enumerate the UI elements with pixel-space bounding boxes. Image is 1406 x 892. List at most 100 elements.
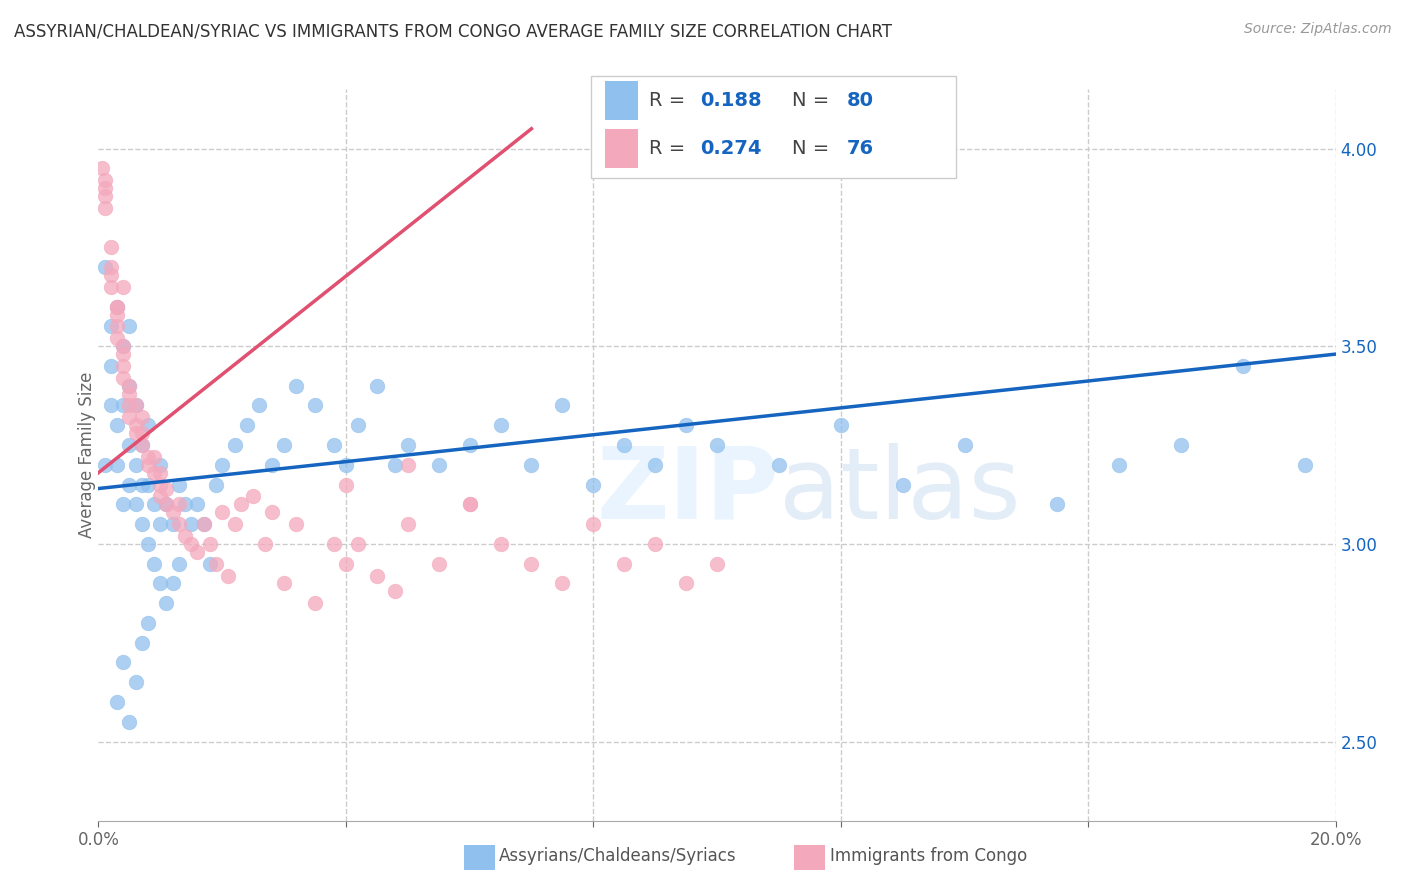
Point xyxy=(953,438,976,452)
Point xyxy=(143,466,166,480)
Point xyxy=(366,568,388,582)
Point xyxy=(675,418,697,433)
Point xyxy=(100,240,122,254)
Point xyxy=(304,596,326,610)
Text: N =: N = xyxy=(792,139,835,158)
Point xyxy=(93,458,115,472)
Point xyxy=(551,399,574,413)
Point xyxy=(830,418,852,433)
Point xyxy=(211,505,233,519)
Text: 0.188: 0.188 xyxy=(700,91,762,110)
Text: 76: 76 xyxy=(846,139,873,158)
Point xyxy=(224,517,246,532)
Point xyxy=(93,181,115,195)
Point xyxy=(285,517,308,532)
Point xyxy=(1294,458,1316,472)
Point xyxy=(180,517,202,532)
Point xyxy=(174,529,197,543)
Point xyxy=(335,458,357,472)
Point xyxy=(551,576,574,591)
Point xyxy=(260,458,283,472)
Point xyxy=(100,260,122,274)
Point xyxy=(254,537,277,551)
Point xyxy=(131,517,153,532)
Point xyxy=(112,359,135,373)
Point xyxy=(112,347,135,361)
Point xyxy=(458,497,481,511)
Bar xyxy=(605,81,638,120)
Text: Immigrants from Congo: Immigrants from Congo xyxy=(830,847,1026,865)
Point xyxy=(93,260,115,274)
Point xyxy=(105,300,128,314)
Point xyxy=(100,268,122,282)
Point xyxy=(93,201,115,215)
Point xyxy=(582,477,605,491)
Point xyxy=(174,497,197,511)
Point xyxy=(1170,438,1192,452)
Point xyxy=(304,399,326,413)
Point xyxy=(112,497,135,511)
Point xyxy=(105,319,128,334)
Point xyxy=(347,537,370,551)
Point xyxy=(112,339,135,353)
Point xyxy=(427,557,450,571)
Point xyxy=(143,557,166,571)
Point xyxy=(458,497,481,511)
Point xyxy=(347,418,370,433)
Point xyxy=(155,497,177,511)
Point xyxy=(217,568,239,582)
Point xyxy=(193,517,215,532)
Point xyxy=(112,339,135,353)
Point xyxy=(236,418,259,433)
Point xyxy=(112,656,135,670)
Point xyxy=(100,399,122,413)
Point xyxy=(613,438,636,452)
Point xyxy=(105,418,128,433)
Point xyxy=(706,438,728,452)
Point xyxy=(149,517,172,532)
Point xyxy=(93,189,115,203)
Point xyxy=(105,308,128,322)
Point xyxy=(520,458,543,472)
Point xyxy=(155,596,177,610)
Point xyxy=(118,410,141,425)
Point xyxy=(675,576,697,591)
Text: ZIP: ZIP xyxy=(596,443,779,540)
Point xyxy=(520,557,543,571)
Point xyxy=(198,537,221,551)
Text: R =: R = xyxy=(650,139,692,158)
Point xyxy=(105,695,128,709)
Text: Assyrians/Chaldeans/Syriacs: Assyrians/Chaldeans/Syriacs xyxy=(499,847,737,865)
Point xyxy=(167,477,190,491)
Point xyxy=(131,636,153,650)
Point xyxy=(891,477,914,491)
Point xyxy=(149,576,172,591)
Point xyxy=(105,300,128,314)
Point xyxy=(131,438,153,452)
Point xyxy=(118,714,141,729)
Point xyxy=(105,300,128,314)
Point xyxy=(224,438,246,452)
Y-axis label: Average Family Size: Average Family Size xyxy=(79,372,96,538)
Point xyxy=(143,497,166,511)
Point xyxy=(489,537,512,551)
Point xyxy=(162,517,184,532)
Point xyxy=(136,477,159,491)
Point xyxy=(247,399,270,413)
Point xyxy=(118,319,141,334)
Point xyxy=(136,458,159,472)
Point xyxy=(124,675,146,690)
Point xyxy=(229,497,252,511)
Point xyxy=(105,331,128,345)
Point xyxy=(167,557,190,571)
Point xyxy=(136,615,159,630)
Point xyxy=(205,557,228,571)
Point xyxy=(242,490,264,504)
Point xyxy=(396,438,419,452)
Point xyxy=(644,537,666,551)
Point xyxy=(273,576,295,591)
Text: N =: N = xyxy=(792,91,835,110)
Point xyxy=(149,477,172,491)
Text: R =: R = xyxy=(650,91,692,110)
Point xyxy=(124,399,146,413)
